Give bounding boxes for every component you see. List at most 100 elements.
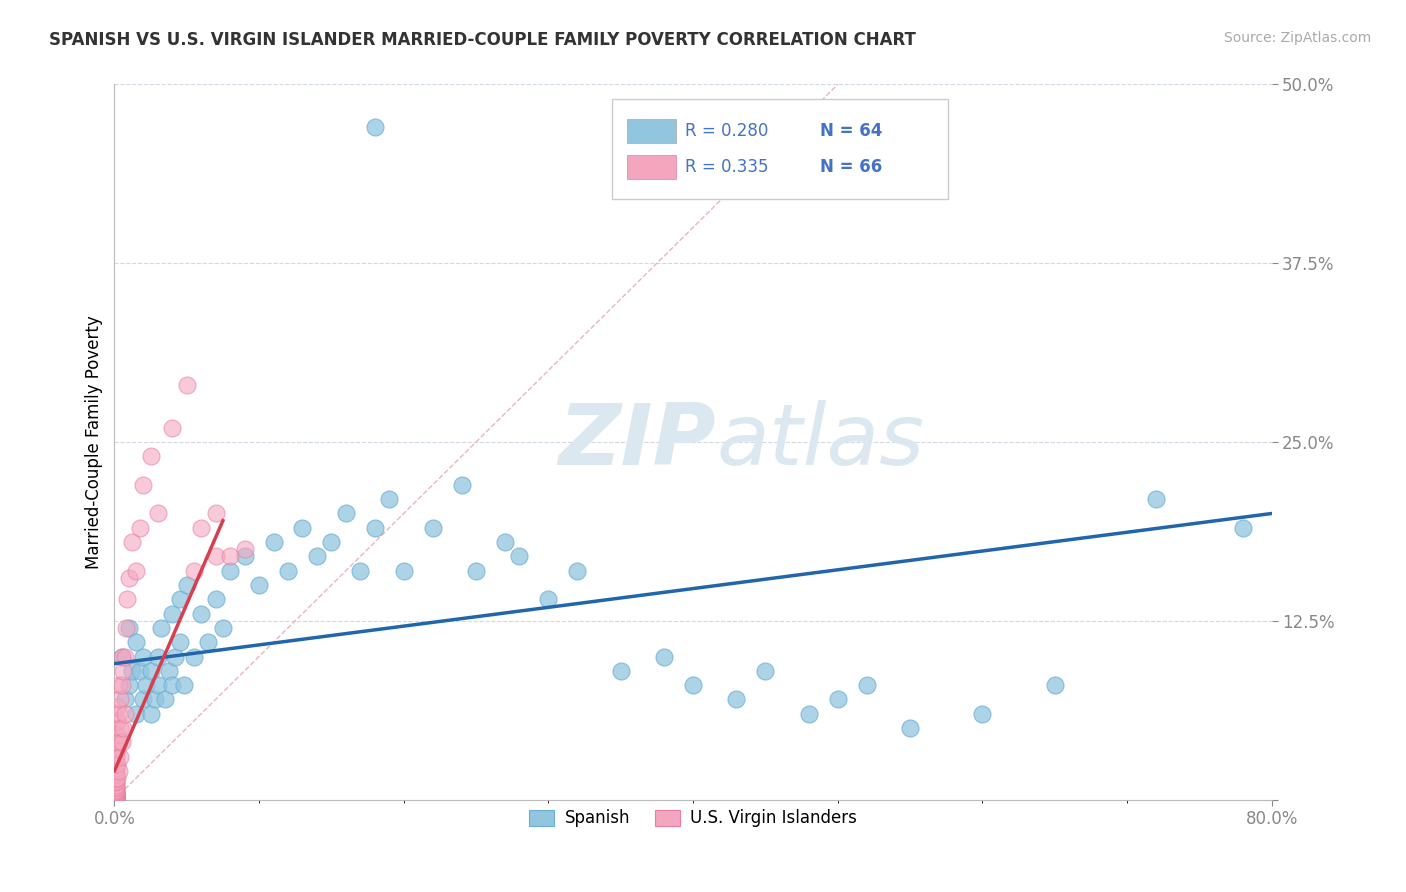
Point	[104, 782, 127, 797]
Text: R = 0.335: R = 0.335	[685, 158, 769, 176]
Point	[169, 635, 191, 649]
Point	[114, 692, 136, 706]
Point	[305, 549, 328, 564]
Point	[212, 621, 235, 635]
Point	[277, 564, 299, 578]
Point	[104, 791, 127, 805]
Point	[104, 764, 127, 778]
Point	[176, 578, 198, 592]
Point	[754, 664, 776, 678]
Point	[204, 592, 226, 607]
Point	[104, 784, 127, 798]
Point	[378, 492, 401, 507]
Point	[364, 120, 387, 135]
Point	[125, 706, 148, 721]
Point	[972, 706, 994, 721]
Point	[114, 706, 136, 721]
Point	[105, 771, 128, 785]
FancyBboxPatch shape	[627, 154, 676, 178]
Point	[219, 564, 242, 578]
Point	[827, 692, 849, 706]
Point	[104, 742, 127, 756]
Point	[263, 535, 285, 549]
Point	[183, 564, 205, 578]
Point	[104, 756, 127, 771]
Point	[190, 521, 212, 535]
Point	[104, 791, 127, 805]
Point	[104, 785, 127, 799]
FancyBboxPatch shape	[627, 119, 676, 143]
Point	[107, 764, 129, 778]
Point	[105, 756, 128, 771]
Point	[104, 789, 127, 804]
Point	[725, 692, 748, 706]
Text: N = 66: N = 66	[820, 158, 883, 176]
Point	[111, 678, 134, 692]
Point	[494, 535, 516, 549]
Point	[422, 521, 444, 535]
Point	[108, 721, 131, 735]
Point	[104, 791, 127, 805]
Point	[104, 787, 127, 801]
Point	[108, 749, 131, 764]
Point	[139, 706, 162, 721]
Point	[132, 692, 155, 706]
Point	[104, 791, 127, 805]
Point	[104, 771, 127, 785]
Point	[104, 773, 127, 788]
Point	[233, 542, 256, 557]
Point	[104, 787, 127, 801]
Point	[219, 549, 242, 564]
Point	[104, 789, 127, 803]
Point	[1144, 492, 1167, 507]
Point	[115, 621, 138, 635]
FancyBboxPatch shape	[612, 99, 948, 199]
Point	[121, 664, 143, 678]
Text: Source: ZipAtlas.com: Source: ZipAtlas.com	[1223, 31, 1371, 45]
Point	[169, 592, 191, 607]
Point	[247, 578, 270, 592]
Point	[143, 692, 166, 706]
Point	[107, 735, 129, 749]
Point	[146, 649, 169, 664]
Point	[162, 420, 184, 434]
Point	[190, 607, 212, 621]
Point	[104, 785, 127, 799]
Point	[104, 791, 127, 805]
Point	[450, 478, 472, 492]
Point	[233, 549, 256, 564]
Point	[105, 728, 128, 742]
Text: R = 0.280: R = 0.280	[685, 122, 768, 140]
Point	[567, 564, 589, 578]
Point	[465, 564, 488, 578]
Point	[321, 535, 343, 549]
Point	[129, 664, 152, 678]
Point	[139, 450, 162, 464]
Point	[118, 678, 141, 692]
Point	[652, 649, 675, 664]
Point	[129, 521, 152, 535]
Point	[104, 780, 127, 795]
Point	[104, 761, 127, 775]
Point	[291, 521, 314, 535]
Point	[111, 649, 134, 664]
Point	[183, 649, 205, 664]
Point	[204, 507, 226, 521]
Point	[157, 664, 180, 678]
Point	[112, 721, 135, 735]
Point	[797, 706, 820, 721]
Point	[162, 678, 184, 692]
Point	[104, 789, 127, 803]
Point	[104, 749, 127, 764]
Legend: Spanish, U.S. Virgin Islanders: Spanish, U.S. Virgin Islanders	[523, 803, 863, 834]
Point	[173, 678, 195, 692]
Y-axis label: Married-Couple Family Poverty: Married-Couple Family Poverty	[86, 315, 103, 569]
Point	[111, 649, 134, 664]
Point	[153, 692, 176, 706]
Point	[105, 714, 128, 728]
Text: ZIP: ZIP	[558, 401, 716, 483]
Point	[392, 564, 415, 578]
Point	[104, 778, 127, 792]
Point	[118, 571, 141, 585]
Point	[146, 678, 169, 692]
